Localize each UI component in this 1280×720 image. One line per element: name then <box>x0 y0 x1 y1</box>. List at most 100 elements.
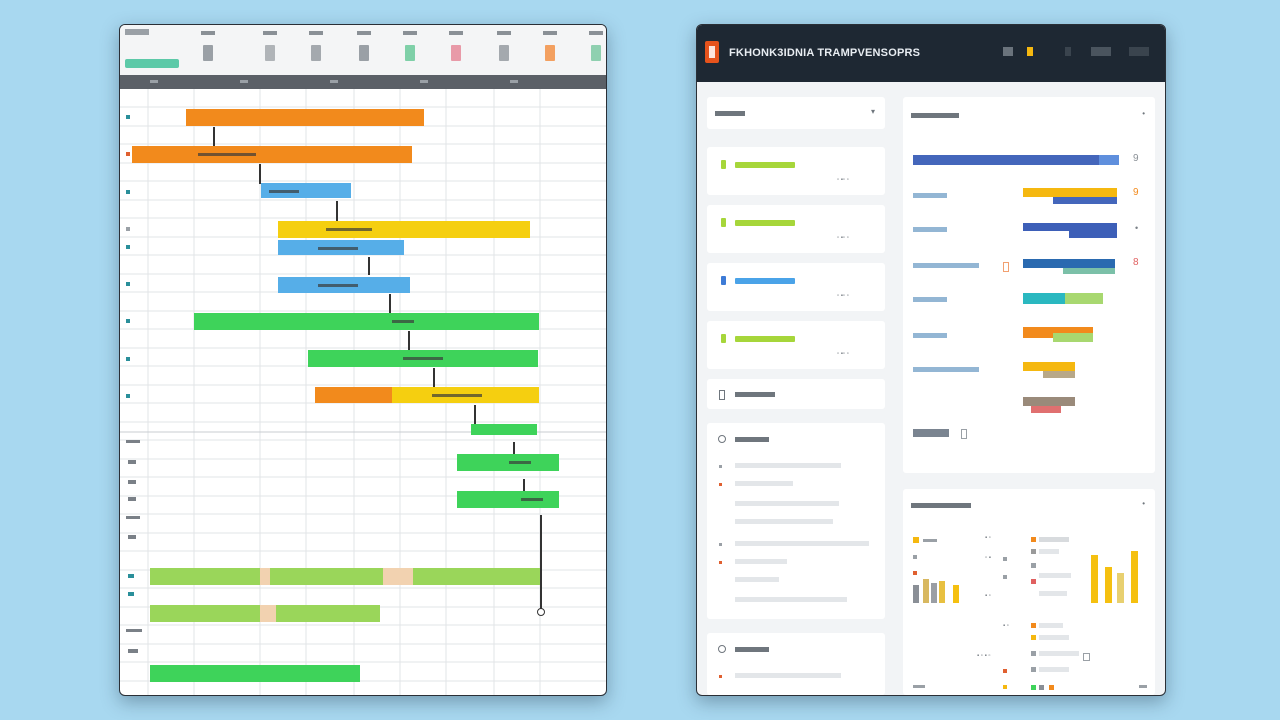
chart-bar[interactable] <box>939 581 945 603</box>
chart-bar[interactable] <box>913 585 919 603</box>
dependency-line <box>368 257 370 275</box>
list-item[interactable]: ▫ ▪▫ ▫ <box>707 263 885 311</box>
progress-label <box>735 162 795 168</box>
ranking-bar[interactable] <box>1023 223 1117 231</box>
toolbar-icon <box>405 45 415 61</box>
toolbar-button-7[interactable] <box>494 29 516 69</box>
filter-card[interactable]: ▾ <box>707 97 885 129</box>
toolbar-button-9[interactable] <box>586 29 606 69</box>
task-bar[interactable] <box>194 313 539 330</box>
more-icon[interactable]: • <box>1142 109 1145 118</box>
toolbar-button-3[interactable] <box>306 29 328 69</box>
ranking-value: 8 <box>1133 257 1139 268</box>
app-logo <box>705 41 719 63</box>
ranking-bar[interactable] <box>1069 231 1117 238</box>
task-bar[interactable] <box>150 568 540 585</box>
row-marker <box>128 497 136 501</box>
list-item[interactable]: ▫ ▪▫ ▫ <box>707 321 885 369</box>
chart-bar[interactable] <box>1117 573 1124 603</box>
toolbar-button-6[interactable] <box>446 29 468 69</box>
task-bar[interactable] <box>278 221 530 238</box>
row-marker <box>128 480 136 484</box>
toolbar-icon <box>359 45 369 61</box>
toolbar-icon <box>311 45 321 61</box>
card-title <box>911 113 959 118</box>
task-bar[interactable] <box>150 665 360 682</box>
flag-icon <box>1003 262 1009 272</box>
list-item[interactable]: ▫ ▪▫ ▫ <box>707 147 885 195</box>
dependency-line <box>523 479 525 497</box>
progress-label <box>735 278 795 284</box>
task-bar[interactable] <box>457 491 559 508</box>
toolbar-icon <box>265 45 275 61</box>
task-bar[interactable] <box>278 240 404 255</box>
task-bar[interactable] <box>457 454 559 471</box>
dependency-line <box>474 405 476 427</box>
toolbar-button-5[interactable] <box>400 29 422 69</box>
task-bar[interactable] <box>392 387 539 403</box>
toolbar-active-tab[interactable] <box>125 59 179 68</box>
list-item[interactable]: ▫ ▪▫ ▫ <box>707 205 885 253</box>
ranking-bar[interactable] <box>1023 397 1075 406</box>
row-marker <box>126 227 130 231</box>
ranking-bar[interactable] <box>1023 188 1117 197</box>
ranking-bar[interactable] <box>1023 362 1075 371</box>
footer-card <box>707 633 885 695</box>
notification-icon[interactable] <box>1027 47 1033 56</box>
row-marker <box>126 629 142 632</box>
ranking-bar[interactable] <box>913 155 1119 165</box>
task-bar[interactable] <box>308 350 538 367</box>
ranking-label <box>913 193 947 198</box>
ranking-bar[interactable] <box>1023 259 1115 268</box>
timeline-header <box>120 75 606 89</box>
ranking-label <box>913 227 947 232</box>
toolbar-button-4[interactable] <box>354 29 376 69</box>
ranking-bar[interactable] <box>1023 293 1103 304</box>
chart-bar[interactable] <box>953 585 959 603</box>
toolbar-item[interactable] <box>1091 47 1111 56</box>
ranking-bar[interactable] <box>1063 268 1115 274</box>
row-marker <box>126 394 130 398</box>
ranking-bar[interactable] <box>1053 197 1117 204</box>
row-marker <box>128 460 136 464</box>
toolbar-icon <box>591 45 601 61</box>
gantt-toolbar <box>120 25 606 76</box>
dependency-line <box>433 368 435 390</box>
row-marker <box>126 245 130 249</box>
row-marker <box>126 440 140 443</box>
status-icon[interactable] <box>1003 47 1013 56</box>
task-bar[interactable] <box>261 183 351 198</box>
chart-bar[interactable] <box>931 583 937 603</box>
chart-bar[interactable] <box>1131 551 1138 603</box>
task-bar[interactable] <box>471 424 537 435</box>
ranking-label <box>913 333 947 338</box>
row-marker <box>126 152 130 156</box>
section-header-card[interactable] <box>707 379 885 409</box>
task-bar[interactable] <box>186 109 424 126</box>
task-bar[interactable] <box>132 146 412 163</box>
chart-bar[interactable] <box>923 579 929 603</box>
axis-label: ▪ ▫ <box>985 535 991 541</box>
task-bar[interactable] <box>278 277 410 293</box>
row-marker <box>126 516 140 519</box>
toolbar-button-2[interactable] <box>260 29 282 69</box>
toolbar-item[interactable] <box>1129 47 1149 56</box>
toolbar-button-8[interactable] <box>540 29 562 69</box>
progress-label <box>735 220 795 226</box>
ranking-label <box>913 297 947 302</box>
task-bar[interactable] <box>150 605 380 622</box>
dependency-line <box>540 515 542 609</box>
chevron-down-icon[interactable]: ▾ <box>870 107 875 116</box>
dependency-line <box>408 331 410 353</box>
chart-bar[interactable] <box>1105 567 1112 603</box>
more-icon[interactable]: • <box>1142 499 1145 508</box>
meta-icons: ▫ ▪▫ ▫ <box>837 293 849 299</box>
chart-bar[interactable] <box>1091 555 1098 603</box>
task-bar[interactable] <box>315 387 393 403</box>
row-marker <box>126 115 130 119</box>
ranking-bar <box>1065 293 1103 304</box>
toolbar-button-1[interactable] <box>198 29 220 69</box>
ranking-bar[interactable] <box>1023 327 1093 338</box>
row-marker <box>128 649 138 653</box>
menu-icon[interactable] <box>1065 47 1071 56</box>
